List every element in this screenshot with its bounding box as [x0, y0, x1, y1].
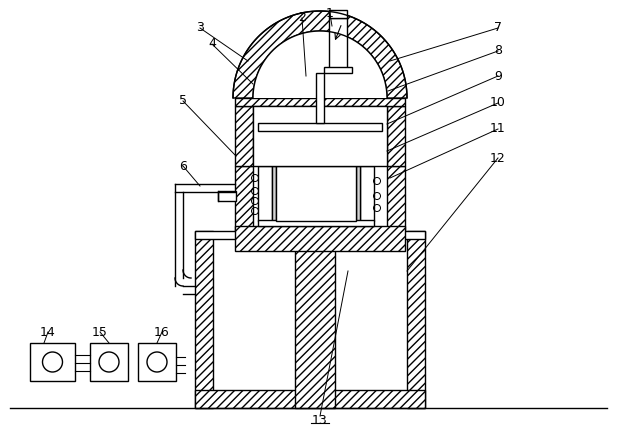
Text: 10: 10 — [490, 96, 506, 109]
Bar — [253, 106, 387, 166]
Bar — [235, 98, 405, 106]
Text: 5: 5 — [179, 95, 187, 108]
Bar — [329, 10, 347, 18]
Text: 3: 3 — [196, 21, 204, 34]
Bar — [235, 106, 253, 166]
Text: 8: 8 — [494, 44, 502, 58]
Text: 11: 11 — [490, 123, 506, 136]
Polygon shape — [233, 11, 407, 98]
Bar — [90, 343, 128, 381]
Text: 14: 14 — [40, 326, 56, 338]
Bar — [218, 191, 236, 201]
Bar — [195, 390, 425, 408]
Text: 15: 15 — [92, 326, 108, 338]
Bar — [329, 18, 347, 68]
Bar — [360, 166, 374, 221]
Bar — [276, 166, 356, 221]
Bar — [324, 67, 352, 73]
Bar — [258, 220, 374, 226]
Bar — [407, 231, 425, 408]
Bar — [387, 106, 405, 166]
Bar — [258, 166, 272, 221]
Bar — [258, 123, 382, 131]
Bar — [30, 343, 75, 381]
Text: 12: 12 — [490, 151, 506, 164]
Text: 2: 2 — [298, 11, 306, 24]
Text: 4: 4 — [208, 37, 216, 51]
Bar — [235, 166, 253, 231]
Bar — [272, 166, 276, 221]
Text: 9: 9 — [494, 69, 502, 82]
Text: 6: 6 — [179, 160, 187, 173]
Text: 16: 16 — [154, 326, 170, 338]
Bar — [195, 231, 425, 239]
Bar — [387, 166, 405, 231]
Bar — [138, 343, 176, 381]
Text: 7: 7 — [494, 21, 502, 34]
Bar — [195, 231, 213, 408]
Bar — [295, 151, 335, 408]
Bar — [235, 226, 405, 251]
Text: 1: 1 — [326, 7, 334, 20]
Text: 13: 13 — [312, 413, 328, 426]
Bar — [356, 166, 360, 221]
Polygon shape — [253, 31, 387, 98]
Bar — [316, 73, 324, 123]
